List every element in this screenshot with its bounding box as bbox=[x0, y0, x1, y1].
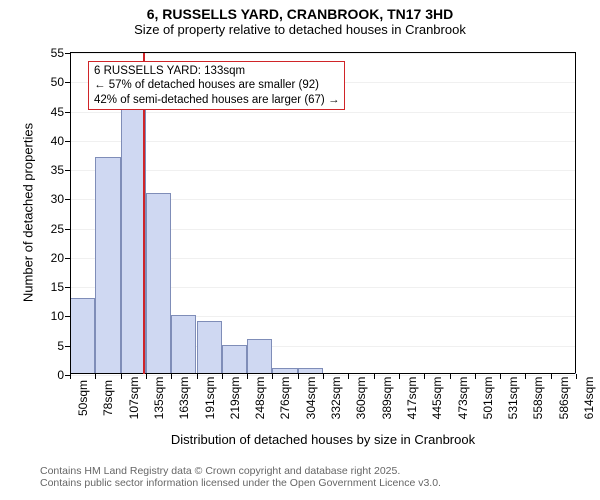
xtick-label: 219sqm bbox=[222, 377, 242, 420]
histogram-bar bbox=[121, 99, 146, 374]
xtick-label: 276sqm bbox=[272, 377, 292, 420]
histogram-bar bbox=[171, 315, 196, 374]
xtick-label: 417sqm bbox=[399, 377, 419, 420]
ytick-label: 40 bbox=[51, 134, 70, 148]
histogram-bar bbox=[146, 193, 171, 374]
xtick-label: 191sqm bbox=[197, 377, 217, 420]
ytick-label: 15 bbox=[51, 280, 70, 294]
annotation-line: ← 57% of detached houses are smaller (92… bbox=[94, 78, 339, 92]
xtick-label: 614sqm bbox=[576, 377, 596, 420]
plot-area: 051015202530354045505550sqm78sqm107sqm13… bbox=[70, 52, 576, 374]
xtick-label: 445sqm bbox=[424, 377, 444, 420]
ytick-label: 35 bbox=[51, 163, 70, 177]
chart-title: 6, RUSSELLS YARD, CRANBROOK, TN17 3HD bbox=[0, 0, 600, 22]
xtick-label: 163sqm bbox=[171, 377, 191, 420]
xtick-label: 78sqm bbox=[95, 380, 115, 416]
y-axis-label: Number of detached properties bbox=[21, 113, 36, 313]
xtick-label: 586sqm bbox=[551, 377, 571, 420]
y-axis bbox=[70, 53, 71, 374]
histogram-bar bbox=[247, 339, 272, 374]
gridline bbox=[70, 53, 575, 54]
ytick-label: 25 bbox=[51, 222, 70, 236]
ytick-label: 50 bbox=[51, 75, 70, 89]
ytick-label: 30 bbox=[51, 192, 70, 206]
attribution-text: Contains HM Land Registry data © Crown c… bbox=[40, 465, 441, 490]
ytick-label: 5 bbox=[57, 339, 70, 353]
xtick-label: 135sqm bbox=[146, 377, 166, 420]
histogram-bar bbox=[95, 157, 120, 374]
ytick-label: 45 bbox=[51, 105, 70, 119]
ytick-label: 20 bbox=[51, 251, 70, 265]
xtick-mark bbox=[95, 374, 96, 379]
histogram-bar bbox=[222, 345, 247, 374]
xtick-label: 501sqm bbox=[475, 377, 495, 420]
xtick-label: 389sqm bbox=[374, 377, 394, 420]
attribution-line-2: Contains public sector information licen… bbox=[40, 477, 441, 490]
xtick-label: 558sqm bbox=[525, 377, 545, 420]
chart-subtitle: Size of property relative to detached ho… bbox=[0, 22, 600, 37]
xtick-label: 107sqm bbox=[121, 377, 141, 420]
xtick-label: 473sqm bbox=[450, 377, 470, 420]
xtick-label: 50sqm bbox=[70, 380, 90, 416]
xtick-label: 531sqm bbox=[500, 377, 520, 420]
annotation-line: 42% of semi-detached houses are larger (… bbox=[94, 93, 339, 107]
ytick-label: 55 bbox=[51, 46, 70, 60]
xtick-label: 304sqm bbox=[298, 377, 318, 420]
attribution-line-1: Contains HM Land Registry data © Crown c… bbox=[40, 465, 441, 478]
xtick-label: 332sqm bbox=[323, 377, 343, 420]
xtick-label: 248sqm bbox=[247, 377, 267, 420]
x-axis bbox=[70, 373, 575, 374]
xtick-mark bbox=[70, 374, 71, 379]
histogram-bar bbox=[197, 321, 222, 374]
ytick-label: 0 bbox=[57, 368, 70, 382]
annotation-line: 6 RUSSELLS YARD: 133sqm bbox=[94, 64, 339, 78]
xtick-label: 360sqm bbox=[348, 377, 368, 420]
annotation-box: 6 RUSSELLS YARD: 133sqm← 57% of detached… bbox=[88, 61, 345, 110]
x-axis-label: Distribution of detached houses by size … bbox=[70, 432, 576, 447]
chart-container: 6, RUSSELLS YARD, CRANBROOK, TN17 3HD Si… bbox=[0, 0, 600, 500]
histogram-bar bbox=[70, 298, 95, 374]
ytick-label: 10 bbox=[51, 309, 70, 323]
